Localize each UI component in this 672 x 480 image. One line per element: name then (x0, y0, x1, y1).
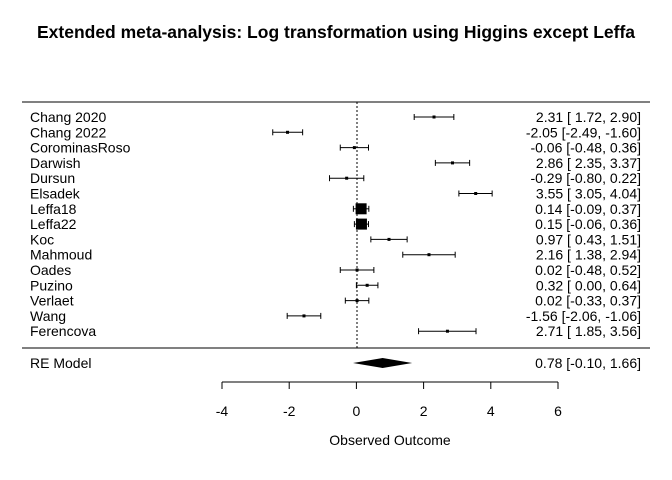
study-ci-label: -2.05 [-2.49, -1.60] (526, 124, 641, 140)
study-label: Verlaet (30, 293, 74, 309)
point-estimate (302, 314, 306, 318)
study-row: Verlaet 0.02 [-0.33, 0.37] (30, 293, 641, 309)
study-ci-label: -0.06 [-0.48, 0.36] (530, 140, 641, 156)
study-ci-label: -1.56 [-2.06, -1.06] (526, 308, 641, 324)
study-ci-label: 0.02 [-0.48, 0.52] (535, 262, 641, 278)
study-row: Puzino 0.32 [ 0.00, 0.64] (30, 277, 641, 293)
x-tick-label: 0 (353, 403, 361, 419)
study-row: Elsadek 3.55 [ 3.05, 4.04] (30, 186, 641, 202)
study-ci-label: 0.02 [-0.33, 0.37] (535, 293, 641, 309)
x-tick-label: 2 (420, 403, 428, 419)
x-axis-label: Observed Outcome (329, 432, 451, 448)
study-label: Darwish (30, 155, 81, 171)
study-row: Leffa18 0.14 [-0.09, 0.37] (30, 201, 641, 217)
point-estimate (355, 218, 367, 230)
study-label: Dursun (30, 170, 75, 186)
point-estimate (352, 146, 356, 150)
point-estimate (432, 115, 436, 119)
point-estimate (387, 237, 391, 241)
study-label: Ferencova (30, 323, 96, 339)
x-tick-label: -2 (283, 403, 296, 419)
study-ci-label: 2.86 [ 2.35, 3.37] (536, 155, 641, 171)
study-label: Oades (30, 262, 71, 278)
point-estimate (474, 192, 478, 195)
study-row: Chang 2020 2.31 [ 1.72, 2.90] (30, 109, 641, 125)
study-row: Koc 0.97 [ 0.43, 1.51] (30, 231, 641, 247)
x-tick-label: -4 (216, 403, 229, 419)
study-ci-label: 0.15 [-0.06, 0.36] (535, 216, 641, 232)
study-rows: Chang 2020 2.31 [ 1.72, 2.90] Chang 2022 -2… (30, 109, 641, 339)
study-ci-label: 0.14 [-0.09, 0.37] (535, 201, 641, 217)
point-estimate (365, 283, 369, 287)
study-label: Chang 2020 (30, 109, 107, 125)
study-ci-label: -0.29 [-0.80, 0.22] (530, 170, 641, 186)
study-label: Leffa22 (30, 216, 77, 232)
study-row: Dursun -0.29 [-0.80, 0.22] (30, 170, 641, 186)
summary-label: RE Model (30, 355, 91, 371)
study-label: Wang (30, 308, 66, 324)
point-estimate (355, 299, 359, 303)
study-label: CorominasRoso (30, 140, 131, 156)
point-estimate (450, 161, 454, 165)
summary-ci-label: 0.78 [-0.10, 1.66] (535, 355, 641, 371)
point-estimate (286, 130, 290, 134)
summary-row: RE Model 0.78 [-0.10, 1.66] (30, 355, 641, 371)
study-row: Ferencova 2.71 [ 1.85, 3.56] (30, 323, 641, 339)
study-row: Darwish 2.86 [ 2.35, 3.37] (30, 155, 641, 171)
x-tick-label: 4 (487, 403, 495, 419)
point-estimate (355, 203, 367, 215)
study-label: Koc (30, 231, 54, 247)
study-row: CorominasRoso -0.06 [-0.48, 0.36] (30, 140, 641, 156)
study-label: Leffa18 (30, 201, 77, 217)
study-label: Elsadek (30, 186, 81, 202)
study-ci-label: 3.55 [ 3.05, 4.04] (536, 186, 641, 202)
study-label: Mahmoud (30, 247, 92, 263)
study-ci-label: 2.71 [ 1.85, 3.56] (536, 323, 641, 339)
study-row: Chang 2022 -2.05 [-2.49, -1.60] (30, 124, 641, 140)
study-row: Wang -1.56 [-2.06, -1.06] (30, 308, 641, 324)
study-ci-label: 2.31 [ 1.72, 2.90] (536, 109, 641, 125)
study-ci-label: 2.16 [ 1.38, 2.94] (536, 247, 641, 263)
study-label: Chang 2022 (30, 124, 107, 140)
chart-title: Extended meta-analysis: Log transformati… (37, 22, 635, 42)
study-row: Oades 0.02 [-0.48, 0.52] (30, 262, 641, 278)
point-estimate (355, 268, 359, 272)
study-row: Mahmoud 2.16 [ 1.38, 2.94] (30, 247, 641, 263)
point-estimate (427, 253, 431, 257)
study-row: Leffa22 0.15 [-0.06, 0.36] (30, 216, 641, 232)
summary-diamond (353, 358, 413, 368)
study-label: Puzino (30, 277, 73, 293)
study-ci-label: 0.32 [ 0.00, 0.64] (536, 277, 641, 293)
x-tick-label: 6 (554, 403, 562, 419)
study-ci-label: 0.97 [ 0.43, 1.51] (536, 231, 641, 247)
x-axis: -4 -2 0 2 4 6 (216, 381, 562, 419)
point-estimate (345, 176, 349, 180)
point-estimate (445, 329, 449, 333)
